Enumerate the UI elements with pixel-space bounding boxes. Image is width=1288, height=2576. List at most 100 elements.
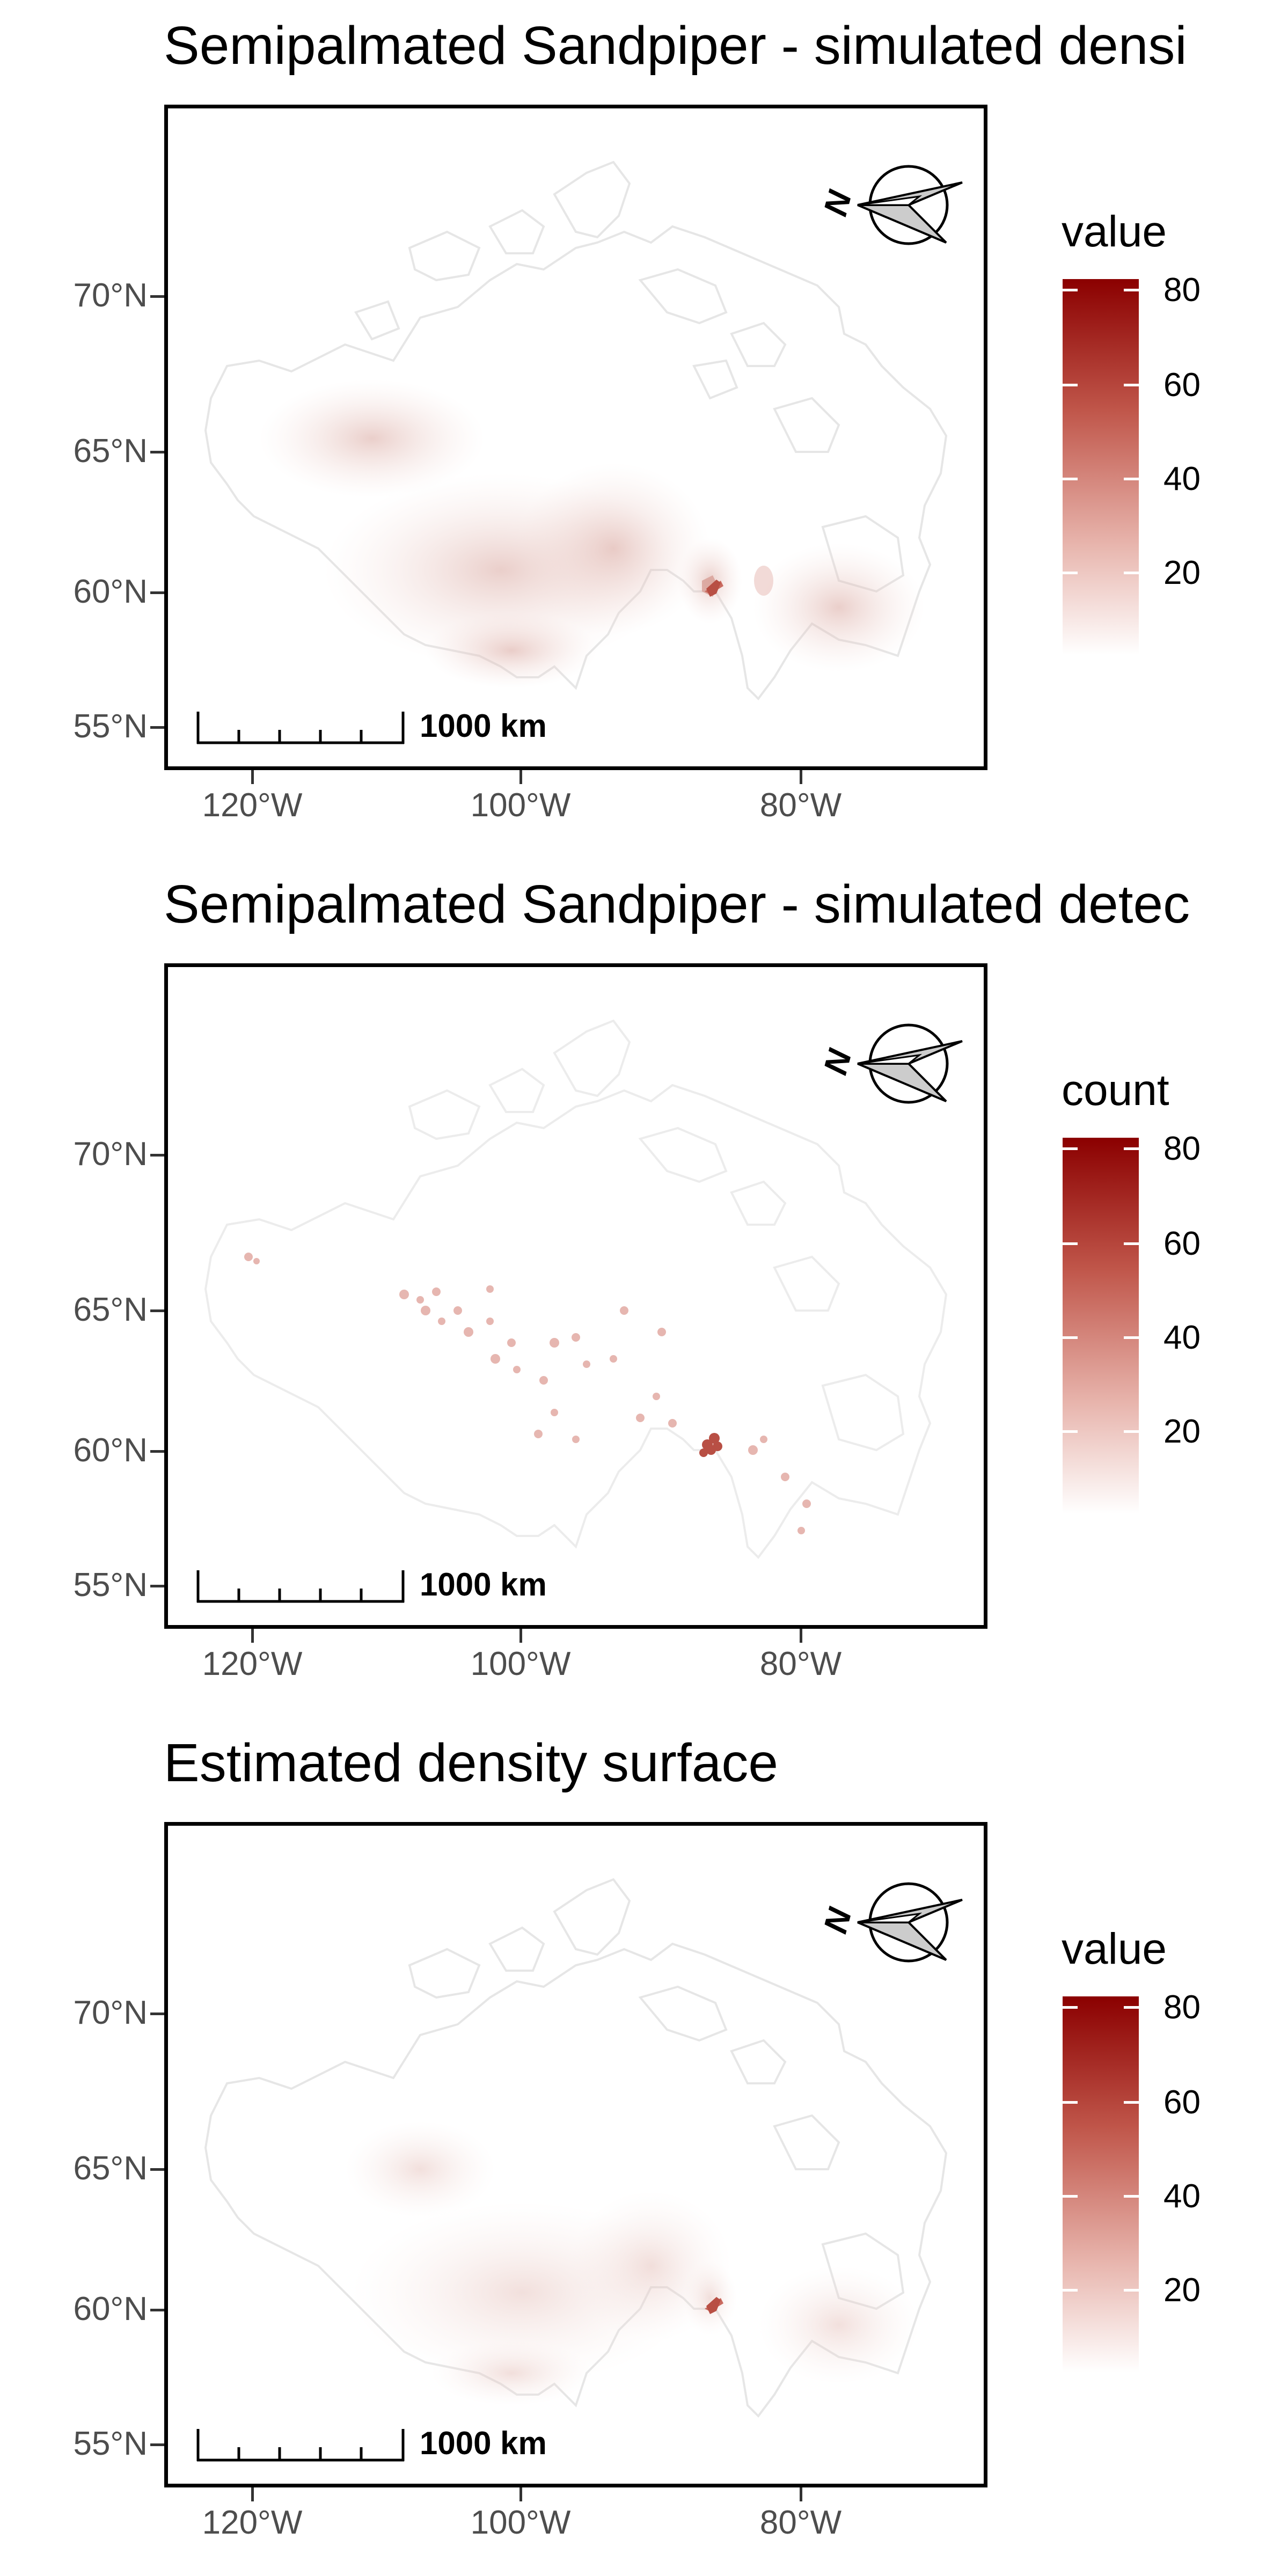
legend-title: count — [1062, 1066, 1169, 1115]
legend-tick-mark — [1063, 1336, 1078, 1339]
legend-title: value — [1062, 207, 1167, 256]
scale-bar-label: 1000 km — [420, 2425, 547, 2461]
x-tick-label: 120°W — [202, 2504, 303, 2541]
north-arrow-icon: N — [817, 1882, 963, 1963]
legend-tick-mark — [1063, 572, 1078, 574]
map-panel-estimated: Estimated density surface 70°N 65°N 60°N… — [0, 1717, 1288, 2576]
legend-tick-mark — [1124, 1242, 1139, 1245]
legend-tick-label: 60 — [1163, 367, 1201, 404]
scale-bar — [196, 712, 405, 744]
legend-tick-mark — [1063, 2101, 1078, 2104]
y-tick-mark — [150, 2443, 164, 2446]
legend-tick-mark — [1063, 2195, 1078, 2198]
x-tick-label: 80°W — [759, 1645, 842, 1682]
north-arrow-label: N — [817, 1904, 859, 1937]
scale-bar — [196, 2429, 405, 2462]
y-tick-mark — [150, 591, 164, 594]
legend-tick-mark — [1063, 1242, 1078, 1245]
y-tick-label: 65°N — [73, 1291, 148, 1328]
y-tick-label: 70°N — [73, 1994, 148, 2031]
legend-tick-mark — [1124, 572, 1139, 574]
legend-tick-mark — [1124, 1147, 1139, 1150]
legend-tick-label: 40 — [1163, 1319, 1201, 1356]
y-tick-mark — [150, 726, 164, 729]
y-tick-label: 65°N — [73, 2150, 148, 2187]
density-surface — [259, 379, 925, 688]
legend-tick-mark — [1063, 2006, 1078, 2009]
y-tick-mark — [150, 1450, 164, 1453]
x-tick-mark — [800, 2487, 802, 2501]
x-tick-mark — [251, 770, 254, 784]
legend-tick-mark — [1124, 2006, 1139, 2009]
legend-tick-mark — [1124, 2195, 1139, 2198]
legend-tick-mark — [1124, 2289, 1139, 2292]
map-canvas: N — [196, 1019, 963, 1603]
legend-tick-label: 80 — [1163, 1130, 1201, 1167]
legend-tick-label: 80 — [1163, 1989, 1201, 2026]
scale-bar-label: 1000 km — [420, 1567, 547, 1602]
legend-tick-mark — [1063, 1147, 1078, 1150]
x-tick-mark — [519, 1629, 522, 1643]
y-tick-label: 70°N — [73, 277, 148, 314]
map-area: N — [164, 105, 987, 770]
legend-tick-label: 60 — [1163, 1225, 1201, 1262]
north-arrow-icon: N — [817, 165, 963, 245]
legend-tick-mark — [1063, 2289, 1078, 2292]
map-canvas: N — [196, 160, 963, 744]
detection-hotspot — [699, 1433, 722, 1457]
x-tick-mark — [519, 2487, 522, 2501]
legend-tick-label: 60 — [1163, 2084, 1201, 2121]
x-tick-label: 80°W — [759, 787, 842, 824]
y-tick-mark — [150, 2168, 164, 2171]
y-tick-mark — [150, 1309, 164, 1312]
legend-colorbar — [1063, 1996, 1139, 2372]
y-tick-label: 55°N — [73, 708, 148, 745]
x-tick-label: 100°W — [470, 1645, 571, 1682]
y-tick-mark — [150, 451, 164, 453]
x-tick-mark — [800, 770, 802, 784]
legend-tick-mark — [1124, 289, 1139, 291]
x-tick-mark — [251, 2487, 254, 2501]
x-tick-label: 120°W — [202, 787, 303, 824]
legend-tick-mark — [1124, 2101, 1139, 2104]
y-tick-label: 55°N — [73, 2425, 148, 2462]
panel-title: Estimated density surface — [164, 1733, 778, 1793]
y-tick-label: 70°N — [73, 1136, 148, 1173]
density-surface — [345, 2121, 919, 2405]
y-tick-mark — [150, 295, 164, 298]
map-canvas: N — [196, 1878, 963, 2462]
x-tick-mark — [519, 770, 522, 784]
x-tick-mark — [251, 1629, 254, 1643]
y-tick-label: 60°N — [73, 2290, 148, 2328]
map-area: N — [164, 1822, 987, 2487]
y-tick-mark — [150, 1585, 164, 1587]
north-arrow-icon: N — [817, 1023, 963, 1104]
land-outline — [204, 1019, 948, 1560]
detection-points — [244, 1253, 811, 1534]
legend-tick-mark — [1063, 478, 1078, 480]
y-tick-label: 55°N — [73, 1567, 148, 1604]
map-panel-density: Semipalmated Sandpiper - simulated densi… — [0, 0, 1288, 859]
y-tick-label: 65°N — [73, 433, 148, 470]
legend-tick-mark — [1124, 1430, 1139, 1433]
y-tick-mark — [150, 2309, 164, 2311]
legend-tick-mark — [1124, 478, 1139, 480]
legend-tick-mark — [1063, 289, 1078, 291]
y-tick-mark — [150, 1154, 164, 1157]
y-tick-label: 60°N — [73, 1432, 148, 1469]
legend-tick-mark — [1063, 384, 1078, 386]
x-tick-label: 100°W — [470, 2504, 571, 2541]
panel-title: Semipalmated Sandpiper - simulated detec — [164, 874, 1190, 934]
legend-tick-mark — [1124, 384, 1139, 386]
legend-colorbar — [1063, 279, 1139, 655]
x-tick-label: 80°W — [759, 2504, 842, 2541]
north-arrow-label: N — [817, 186, 859, 219]
legend-tick-mark — [1124, 1336, 1139, 1339]
legend-title: value — [1062, 1924, 1167, 1973]
legend-colorbar — [1063, 1138, 1139, 1513]
x-tick-label: 100°W — [470, 787, 571, 824]
x-tick-mark — [800, 1629, 802, 1643]
y-tick-mark — [150, 2012, 164, 2015]
map-panel-detections: Semipalmated Sandpiper - simulated detec… — [0, 859, 1288, 1717]
legend-tick-mark — [1063, 1430, 1078, 1433]
